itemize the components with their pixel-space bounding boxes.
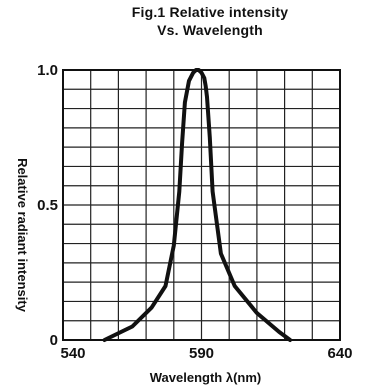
chart-title-line-2: Vs. Wavelength xyxy=(157,22,263,38)
intensity-curve xyxy=(102,68,293,342)
x-tick-label-640: 640 xyxy=(327,345,352,362)
y-axis-label: Relative radiant intensity xyxy=(15,158,30,313)
grid xyxy=(63,70,340,340)
x-tick-label-590: 590 xyxy=(189,345,214,362)
chart-title-line-1: Fig.1 Relative intensity xyxy=(131,4,289,20)
y-tick-label-0: 0 xyxy=(50,332,58,349)
y-tick-label-1-0: 1.0 xyxy=(37,62,58,79)
x-axis-label: Wavelength λ(nm) xyxy=(150,370,261,385)
x-tick-label-540: 540 xyxy=(60,345,85,362)
y-tick-label-0-5: 0.5 xyxy=(37,197,58,214)
